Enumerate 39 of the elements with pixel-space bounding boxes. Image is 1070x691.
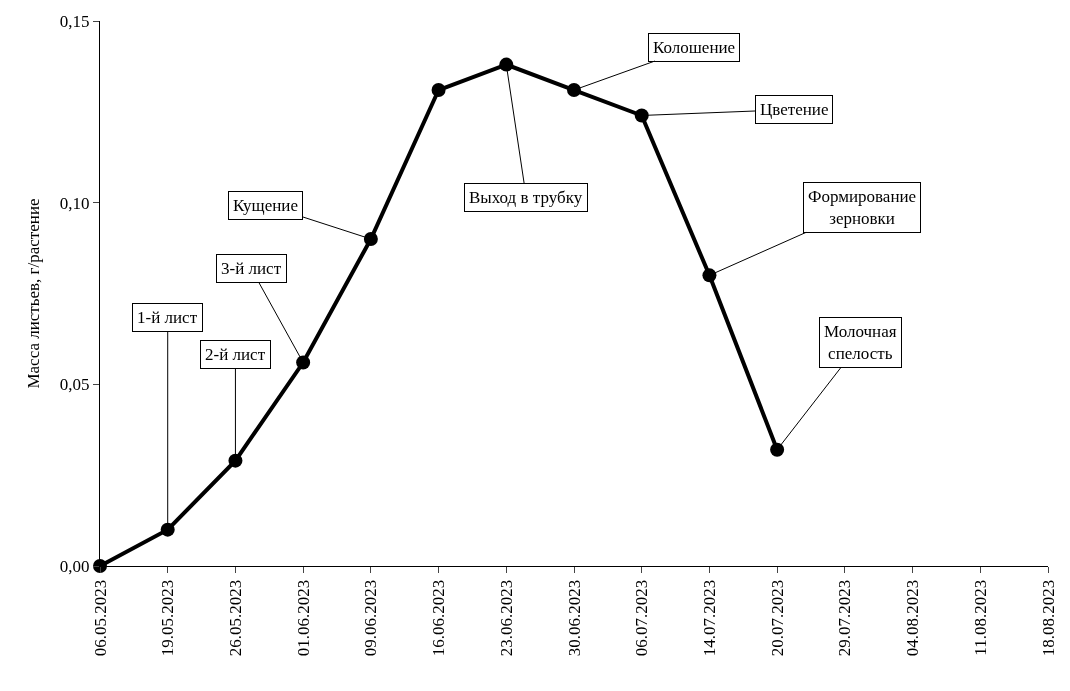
x-tick-label: 06.05.2023 — [90, 579, 110, 657]
point — [634, 108, 649, 123]
annotation: Выход в трубку — [469, 188, 583, 207]
x-tick-label: 09.06.2023 — [361, 579, 381, 657]
annotation: Кущение — [233, 196, 298, 215]
point — [499, 57, 514, 72]
x-tick-label: 14.07.2023 — [699, 579, 719, 657]
x-tick-label: 18.08.2023 — [1038, 579, 1058, 657]
x-tick-label: 23.06.2023 — [496, 579, 516, 657]
annotation: 2-й лист — [205, 345, 266, 364]
point — [770, 442, 785, 457]
point — [567, 83, 581, 98]
y-tick-label: 0,15 — [59, 11, 90, 31]
x-tick-label: 11.08.2023 — [970, 579, 990, 656]
y-tick-label: 0,00 — [59, 556, 90, 576]
x-tick-label: 20.07.2023 — [767, 579, 787, 657]
point — [702, 268, 717, 283]
point — [363, 232, 378, 246]
annotation: Молочная спелость — [824, 322, 897, 364]
x-tick-label: 26.05.2023 — [225, 579, 245, 657]
x-tick-label: 04.08.2023 — [903, 579, 923, 657]
y-tick-label: 0,05 — [59, 375, 90, 395]
annotation: 3-й лист — [221, 259, 282, 278]
annotation: 1-й лист — [137, 308, 198, 327]
point — [431, 83, 446, 98]
x-tick-label: 16.06.2023 — [429, 579, 449, 657]
y-tick-label: 0,10 — [59, 193, 90, 213]
point — [228, 453, 243, 468]
annotation: Цветение — [760, 100, 829, 119]
x-tick-label: 30.06.2023 — [564, 579, 584, 657]
x-tick-label: 06.07.2023 — [632, 579, 652, 657]
point — [160, 522, 175, 537]
annotation: Колошение — [653, 38, 736, 57]
x-tick-label: 29.07.2023 — [835, 579, 855, 657]
x-tick-label: 19.05.2023 — [158, 579, 178, 657]
x-tick-label: 01.06.2023 — [293, 579, 313, 657]
annotation: Формирование зерновки — [808, 187, 917, 229]
point — [296, 355, 311, 370]
y-axis-title: Масса листьев, г/растение — [24, 198, 44, 389]
